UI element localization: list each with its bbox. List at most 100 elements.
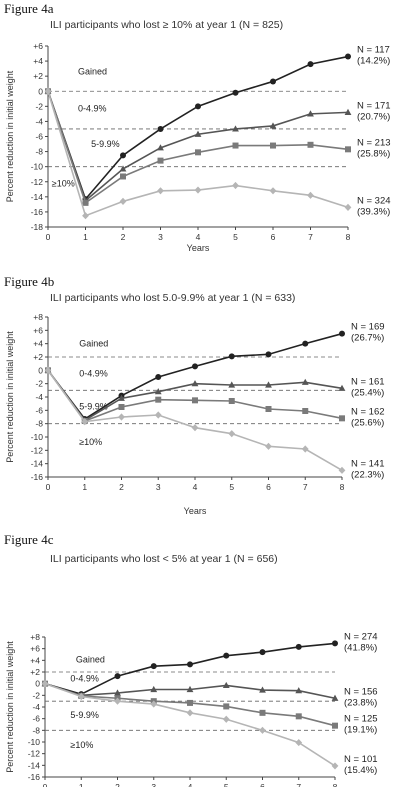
data-point bbox=[265, 381, 272, 388]
data-point bbox=[295, 643, 302, 650]
y-tick-label: -10 bbox=[28, 737, 41, 747]
data-point bbox=[295, 687, 303, 694]
x-tick-label: 1 bbox=[79, 782, 84, 787]
data-point bbox=[223, 703, 230, 710]
data-point bbox=[120, 152, 126, 159]
y-tick-label: +6 bbox=[30, 644, 40, 654]
figure-label: Figure 4a bbox=[4, 1, 54, 16]
y-tick-label: -6 bbox=[35, 405, 43, 415]
y-tick-label: -2 bbox=[35, 379, 43, 389]
data-point bbox=[259, 686, 266, 693]
data-point bbox=[259, 649, 266, 656]
data-point bbox=[191, 380, 199, 387]
x-tick-label: 2 bbox=[115, 782, 120, 787]
y-tick-label: +4 bbox=[30, 655, 40, 665]
x-tick-label: 2 bbox=[121, 232, 126, 242]
band-label: 5-9.9% bbox=[91, 139, 120, 149]
x-tick-label: 8 bbox=[340, 482, 345, 492]
y-tick-label: +2 bbox=[33, 71, 43, 81]
data-point bbox=[119, 165, 127, 172]
series-end-percent-label: (23.8%) bbox=[344, 697, 377, 708]
figure-panel-a: Figure 4a ILI participants who lost ≥ 10… bbox=[0, 0, 400, 262]
data-point bbox=[338, 384, 346, 391]
band-label: Gained bbox=[76, 655, 105, 665]
series-end-percent-label: (26.7%) bbox=[351, 333, 384, 344]
series-end-count-label: N = 101 bbox=[344, 754, 378, 765]
data-point bbox=[195, 149, 201, 156]
x-tick-label: 6 bbox=[271, 232, 276, 242]
data-point bbox=[232, 142, 239, 149]
y-tick-label: +4 bbox=[33, 56, 43, 66]
data-point bbox=[265, 442, 272, 450]
y-tick-label: +6 bbox=[33, 41, 43, 51]
figure-label: Figure 4c bbox=[4, 532, 54, 547]
y-tick-label: -4 bbox=[32, 702, 40, 712]
band-label: 5-9.9% bbox=[70, 710, 99, 720]
data-point bbox=[187, 699, 193, 706]
x-tick-label: 4 bbox=[188, 782, 193, 787]
series-end-count-label: N = 161 bbox=[351, 376, 385, 387]
series-end-percent-label: (20.7%) bbox=[357, 111, 390, 122]
data-point bbox=[222, 681, 230, 689]
data-point bbox=[192, 363, 198, 370]
data-point bbox=[186, 685, 194, 693]
series-end-percent-label: (25.8%) bbox=[357, 148, 390, 159]
data-point bbox=[269, 187, 277, 195]
y-tick-label: -18 bbox=[31, 222, 44, 232]
y-tick-label: -8 bbox=[32, 725, 40, 735]
series-end-count-label: N = 141 bbox=[351, 458, 385, 469]
data-point bbox=[187, 661, 193, 668]
data-point bbox=[228, 381, 236, 388]
series-end-percent-label: (41.8%) bbox=[344, 642, 377, 653]
chart-title: ILI participants who lost ≥ 10% at year … bbox=[50, 19, 284, 31]
data-point bbox=[339, 330, 345, 337]
y-tick-label: 0 bbox=[38, 86, 43, 96]
band-label: 0-4.9% bbox=[70, 673, 99, 683]
y-tick-label: +8 bbox=[33, 312, 43, 322]
y-tick-label: -12 bbox=[31, 445, 44, 455]
data-point bbox=[194, 130, 202, 137]
y-tick-label: -14 bbox=[31, 459, 44, 469]
series-end-count-label: N = 156 bbox=[344, 686, 378, 697]
data-point bbox=[332, 640, 338, 647]
line-chart: +6+4+20-2-4-6-8-10-12-14-16-180 1 2 3 4 5 6 7 8Y… bbox=[5, 41, 391, 253]
data-point bbox=[154, 388, 162, 395]
data-point bbox=[339, 415, 345, 422]
x-tick-label: 6 bbox=[266, 482, 271, 492]
data-point bbox=[114, 673, 121, 680]
data-point bbox=[154, 411, 162, 419]
data-point bbox=[307, 110, 314, 117]
series-end-count-label: N = 171 bbox=[357, 100, 391, 111]
y-tick-label: -2 bbox=[35, 101, 43, 111]
y-tick-label: +6 bbox=[33, 325, 43, 335]
data-point bbox=[331, 694, 339, 701]
data-point bbox=[155, 396, 162, 403]
x-tick-label: 8 bbox=[333, 782, 338, 787]
y-tick-label: -16 bbox=[31, 472, 44, 482]
y-tick-label: -12 bbox=[28, 749, 41, 759]
series-end-percent-label: (14.2%) bbox=[357, 56, 390, 67]
figure-panel-b: Figure 4b ILI participants who lost 5.0-… bbox=[0, 273, 400, 535]
data-point bbox=[82, 212, 89, 220]
y-tick-label: -10 bbox=[31, 162, 44, 172]
y-tick-label: -16 bbox=[31, 207, 44, 217]
x-tick-label: 3 bbox=[151, 782, 156, 787]
y-tick-label: 0 bbox=[38, 365, 43, 375]
series-end-count-label: N = 213 bbox=[357, 137, 391, 148]
y-axis-label: Percent reduction in initial weight bbox=[5, 641, 15, 773]
figure-panel-c: Figure 4c ILI participants who lost < 5%… bbox=[0, 530, 400, 787]
data-point bbox=[307, 191, 314, 199]
x-tick-label: 3 bbox=[158, 232, 163, 242]
y-tick-label: -6 bbox=[35, 132, 43, 142]
data-point bbox=[191, 424, 199, 432]
y-tick-label: +2 bbox=[30, 667, 40, 677]
y-tick-label: -6 bbox=[32, 714, 40, 724]
data-point bbox=[119, 197, 127, 205]
data-point bbox=[228, 353, 235, 360]
data-point bbox=[270, 142, 276, 149]
band-label: 5-9.9% bbox=[79, 402, 108, 412]
data-point bbox=[232, 89, 239, 96]
x-tick-label: 7 bbox=[303, 482, 308, 492]
data-point bbox=[194, 186, 202, 194]
